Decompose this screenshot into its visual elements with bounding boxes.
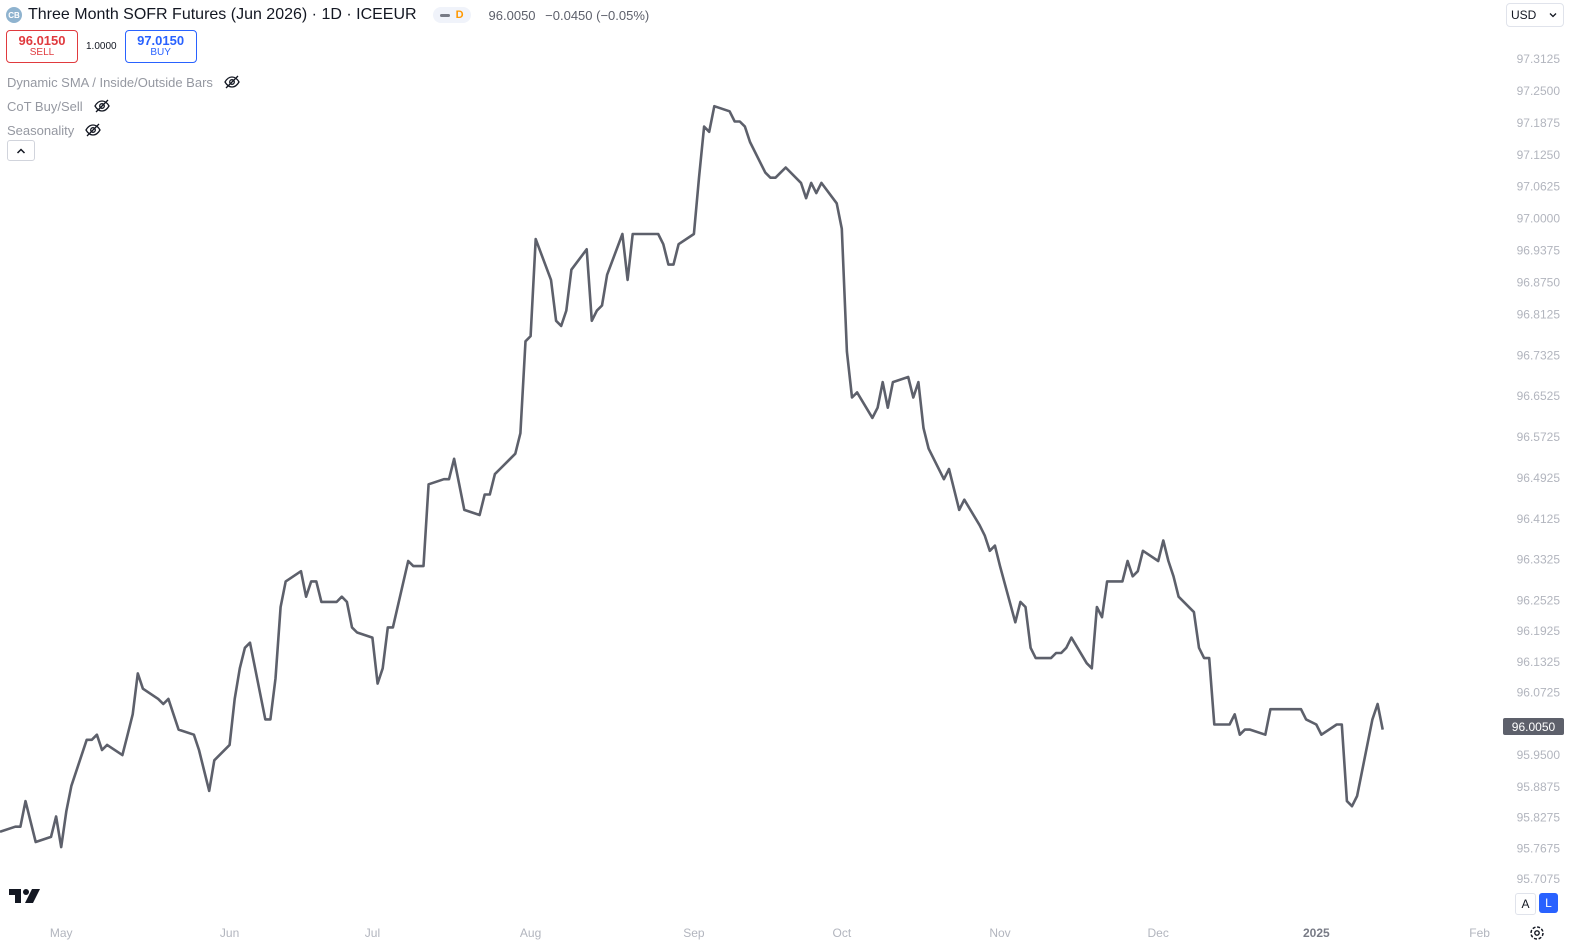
y-tick-label: 96.9375 bbox=[1517, 244, 1561, 258]
indicator-row[interactable]: Seasonality bbox=[7, 118, 241, 142]
price-change: −0.0450 (−0.05%) bbox=[545, 7, 650, 23]
market-status-pill[interactable]: D bbox=[432, 7, 471, 23]
spread-value: 1.0000 bbox=[86, 41, 117, 52]
indicator-label[interactable]: Seasonality bbox=[7, 122, 75, 138]
chart-header: CB Three Month SOFR Futures (Jun 2026) ·… bbox=[6, 4, 649, 26]
y-tick-label: 96.0725 bbox=[1517, 686, 1561, 700]
chevron-down-icon bbox=[1549, 13, 1557, 18]
x-tick-label: Sep bbox=[683, 926, 705, 940]
eye-off-icon[interactable] bbox=[93, 97, 111, 115]
x-tick-label: Jun bbox=[220, 926, 239, 940]
y-tick-label: 97.1250 bbox=[1517, 148, 1561, 162]
delayed-badge: D bbox=[455, 9, 464, 21]
currency-select[interactable]: USD bbox=[1506, 3, 1564, 27]
collapse-legend-button[interactable] bbox=[7, 140, 35, 161]
y-tick-label: 96.5725 bbox=[1517, 430, 1561, 444]
x-tick-label: May bbox=[50, 926, 73, 940]
y-tick-label: 96.7325 bbox=[1517, 348, 1561, 362]
y-tick-label: 96.1325 bbox=[1517, 655, 1561, 669]
last-price: 96.0050 bbox=[488, 7, 536, 23]
y-tick-label: 96.2525 bbox=[1517, 594, 1561, 608]
y-tick-label: 97.2500 bbox=[1517, 84, 1561, 98]
buy-label: BUY bbox=[150, 47, 171, 59]
x-tick-label: 2025 bbox=[1303, 926, 1330, 940]
eye-off-icon[interactable] bbox=[84, 121, 102, 139]
plot-area bbox=[0, 104, 1384, 849]
y-tick-label: 96.6525 bbox=[1517, 389, 1561, 403]
y-tick-label: 97.3125 bbox=[1517, 52, 1561, 66]
trade-panel: 96.0150 SELL 1.0000 97.0150 BUY bbox=[6, 30, 197, 63]
sell-label: SELL bbox=[29, 47, 55, 59]
log-scale-button[interactable]: L bbox=[1539, 893, 1558, 913]
indicator-row[interactable]: Dynamic SMA / Inside/Outside Bars bbox=[7, 70, 241, 94]
currency-value: USD bbox=[1511, 8, 1537, 22]
time-axis[interactable]: May Jun Jul Aug Sep Oct Nov Dec 2025 Feb bbox=[50, 926, 1490, 940]
y-tick-label: 95.8875 bbox=[1517, 780, 1561, 794]
buy-button[interactable]: 97.0150 BUY bbox=[124, 30, 197, 63]
symbol-logo-icon[interactable]: CB bbox=[6, 7, 22, 23]
x-tick-label: Aug bbox=[520, 926, 541, 940]
y-tick-label: 95.7675 bbox=[1517, 841, 1561, 855]
minus-icon bbox=[439, 13, 450, 17]
y-tick-label: 97.0625 bbox=[1517, 180, 1561, 194]
auto-scale-button[interactable]: A bbox=[1515, 893, 1536, 915]
sell-button[interactable]: 96.0150 SELL bbox=[6, 30, 78, 63]
x-tick-label: Nov bbox=[989, 926, 1010, 940]
y-tick-label: 97.0000 bbox=[1517, 212, 1561, 226]
y-tick-label: 95.9500 bbox=[1517, 748, 1561, 762]
last-price-label: 96.0050 bbox=[1503, 718, 1564, 736]
y-tick-label: 96.4925 bbox=[1517, 471, 1561, 485]
y-tick-label: 96.8750 bbox=[1517, 275, 1561, 289]
price-axis[interactable]: 97.3125 97.2500 97.1875 97.1250 97.0625 97.00… bbox=[1517, 52, 1561, 886]
tradingview-logo-icon[interactable] bbox=[9, 887, 41, 905]
chevron-up-icon bbox=[16, 147, 26, 154]
price-series-line[interactable] bbox=[0, 104, 1384, 849]
sell-price: 96.0150 bbox=[18, 33, 66, 49]
buy-price: 97.0150 bbox=[137, 33, 185, 49]
y-tick-label: 97.1875 bbox=[1517, 116, 1561, 130]
last-price-text: 96.0050 bbox=[1512, 720, 1556, 734]
x-tick-label: Oct bbox=[833, 926, 852, 940]
x-tick-label: Dec bbox=[1147, 926, 1168, 940]
eye-off-icon[interactable] bbox=[223, 73, 241, 91]
quote-values: 96.0050 −0.0450 (−0.05%) bbox=[489, 8, 650, 23]
y-tick-label: 95.7075 bbox=[1517, 872, 1561, 886]
indicator-legend: Dynamic SMA / Inside/Outside Bars CoT Bu… bbox=[7, 70, 241, 142]
y-tick-label: 96.4125 bbox=[1517, 512, 1561, 526]
indicator-label[interactable]: CoT Buy/Sell bbox=[7, 98, 83, 114]
x-tick-label: Feb bbox=[1469, 926, 1490, 940]
gear-icon[interactable] bbox=[1528, 924, 1546, 942]
indicator-label[interactable]: Dynamic SMA / Inside/Outside Bars bbox=[7, 74, 213, 90]
symbol-title[interactable]: Three Month SOFR Futures (Jun 2026) · 1D… bbox=[28, 6, 417, 23]
x-tick-label: Jul bbox=[365, 926, 380, 940]
y-tick-label: 96.1925 bbox=[1517, 624, 1561, 638]
y-tick-label: 96.3325 bbox=[1517, 553, 1561, 567]
y-tick-label: 95.8275 bbox=[1517, 811, 1561, 825]
indicator-row[interactable]: CoT Buy/Sell bbox=[7, 94, 241, 118]
y-tick-label: 96.8125 bbox=[1517, 307, 1561, 321]
